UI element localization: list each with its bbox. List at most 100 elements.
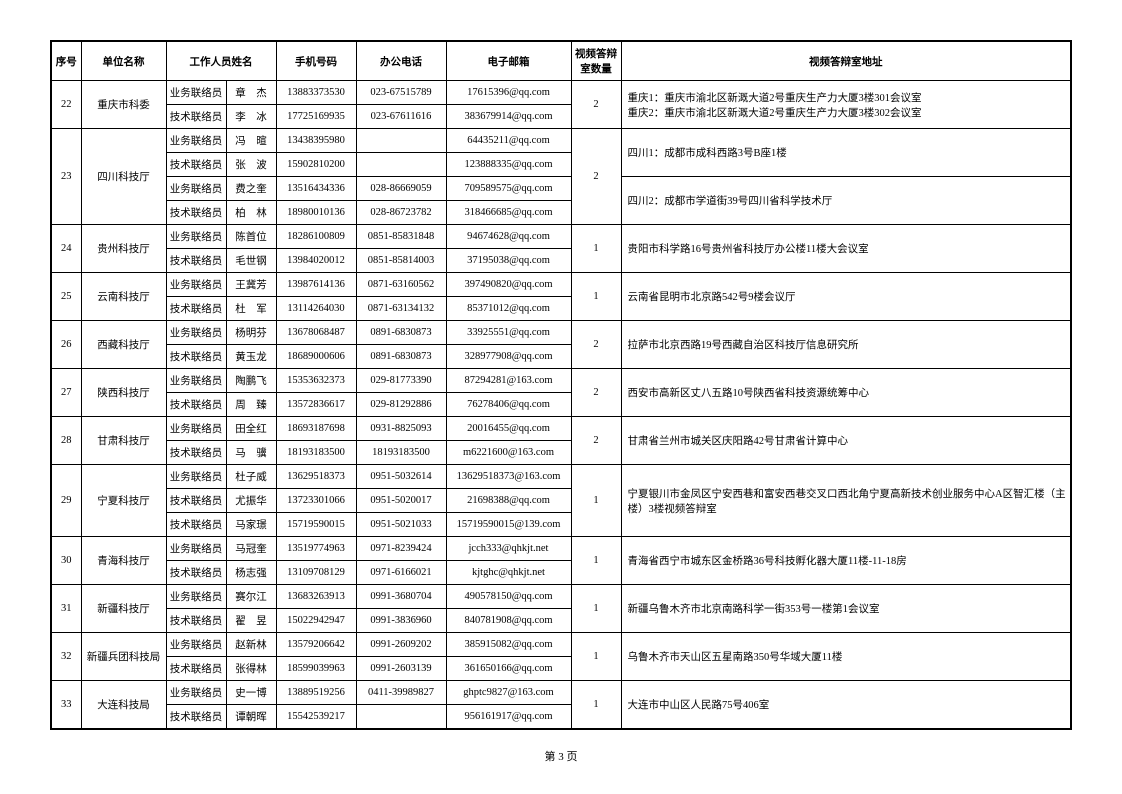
cell-seq: 29 [51, 465, 81, 537]
cell-mobile: 13678068487 [276, 321, 356, 345]
cell-office: 028-86723782 [356, 201, 446, 225]
cell-mobile: 15353632373 [276, 369, 356, 393]
cell-office: 0991-3680704 [356, 585, 446, 609]
cell-name: 马 骥 [226, 441, 276, 465]
cell-role: 技术联络员 [166, 345, 226, 369]
cell-mobile: 13516434336 [276, 177, 356, 201]
cell-role: 业务联络员 [166, 465, 226, 489]
cell-office: 0991-2609202 [356, 633, 446, 657]
cell-name: 陈首位 [226, 225, 276, 249]
cell-role: 业务联络员 [166, 681, 226, 705]
cell-mobile: 13519774963 [276, 537, 356, 561]
table-body: 22重庆市科委业务联络员章 杰13883373530023-6751578917… [51, 81, 1071, 730]
cell-email: 20016455@qq.com [446, 417, 571, 441]
cell-role: 业务联络员 [166, 537, 226, 561]
cell-seq: 32 [51, 633, 81, 681]
cell-name: 杜 军 [226, 297, 276, 321]
cell-seq: 28 [51, 417, 81, 465]
header-staff: 工作人员姓名 [166, 41, 276, 81]
cell-office: 0891-6830873 [356, 345, 446, 369]
page-footer: 第 3 页 [0, 748, 1122, 764]
cell-name: 杨明芬 [226, 321, 276, 345]
cell-addr: 贵阳市科学路16号贵州省科技厅办公楼11楼大会议室 [621, 225, 1071, 273]
cell-addr: 西安市高新区丈八五路10号陕西省科技资源统筹中心 [621, 369, 1071, 417]
cell-name: 陶鹏飞 [226, 369, 276, 393]
cell-email: 37195038@qq.com [446, 249, 571, 273]
cell-role: 技术联络员 [166, 705, 226, 730]
cell-email: ghptc9827@163.com [446, 681, 571, 705]
cell-mobile: 18980010136 [276, 201, 356, 225]
cell-count: 1 [571, 225, 621, 273]
cell-seq: 33 [51, 681, 81, 730]
table-row: 30青海科技厅业务联络员马冠奎135197749630971-8239424jc… [51, 537, 1071, 561]
cell-count: 1 [571, 273, 621, 321]
cell-role: 业务联络员 [166, 177, 226, 201]
cell-mobile: 18286100809 [276, 225, 356, 249]
cell-email: 76278406@qq.com [446, 393, 571, 417]
cell-email: 33925551@qq.com [446, 321, 571, 345]
cell-mobile: 13883373530 [276, 81, 356, 105]
cell-seq: 30 [51, 537, 81, 585]
cell-role: 技术联络员 [166, 441, 226, 465]
cell-seq: 26 [51, 321, 81, 369]
cell-mobile: 13683263913 [276, 585, 356, 609]
cell-office: 0991-2603139 [356, 657, 446, 681]
table-row: 31新疆科技厅业务联络员赛尔江136832639130991-368070449… [51, 585, 1071, 609]
cell-name: 马家璟 [226, 513, 276, 537]
cell-count: 1 [571, 585, 621, 633]
cell-email: 21698388@qq.com [446, 489, 571, 513]
cell-office: 0951-5021033 [356, 513, 446, 537]
cell-addr: 新疆乌鲁木齐市北京南路科学一街353号一楼第1会议室 [621, 585, 1071, 633]
cell-office [356, 129, 446, 153]
cell-addr: 宁夏银川市金凤区宁安西巷和富安西巷交叉口西北角宁夏高新技术创业服务中心A区智汇楼… [621, 465, 1071, 537]
cell-role: 业务联络员 [166, 585, 226, 609]
cell-mobile: 15022942947 [276, 609, 356, 633]
cell-office: 023-67611616 [356, 105, 446, 129]
cell-name: 章 杰 [226, 81, 276, 105]
cell-unit: 大连科技局 [81, 681, 166, 730]
cell-name: 赵新林 [226, 633, 276, 657]
cell-unit: 西藏科技厅 [81, 321, 166, 369]
cell-name: 冯 暄 [226, 129, 276, 153]
cell-count: 2 [571, 129, 621, 225]
cell-mobile: 18693187698 [276, 417, 356, 441]
cell-mobile: 13987614136 [276, 273, 356, 297]
cell-mobile: 13723301066 [276, 489, 356, 513]
cell-email: 383679914@qq.com [446, 105, 571, 129]
cell-count: 2 [571, 417, 621, 465]
cell-email: 85371012@qq.com [446, 297, 571, 321]
cell-name: 翟 昱 [226, 609, 276, 633]
table-row: 23四川科技厅业务联络员冯 暄1343839598064435211@qq.co… [51, 129, 1071, 153]
cell-count: 2 [571, 81, 621, 129]
table-row: 28甘肃科技厅业务联络员田全红186931876980931-882509320… [51, 417, 1071, 441]
cell-name: 赛尔江 [226, 585, 276, 609]
cell-role: 技术联络员 [166, 561, 226, 585]
cell-unit: 云南科技厅 [81, 273, 166, 321]
cell-unit: 宁夏科技厅 [81, 465, 166, 537]
cell-addr: 乌鲁木齐市天山区五星南路350号华域大厦11楼 [621, 633, 1071, 681]
cell-count: 1 [571, 681, 621, 730]
cell-role: 业务联络员 [166, 633, 226, 657]
cell-name: 费之奎 [226, 177, 276, 201]
cell-role: 业务联络员 [166, 129, 226, 153]
cell-role: 技术联络员 [166, 297, 226, 321]
cell-unit: 新疆兵团科技局 [81, 633, 166, 681]
header-email: 电子邮箱 [446, 41, 571, 81]
cell-mobile: 13572836617 [276, 393, 356, 417]
cell-role: 技术联络员 [166, 609, 226, 633]
cell-office: 028-86669059 [356, 177, 446, 201]
cell-mobile: 13109708129 [276, 561, 356, 585]
cell-role: 业务联络员 [166, 81, 226, 105]
cell-mobile: 18599039963 [276, 657, 356, 681]
cell-count: 1 [571, 465, 621, 537]
cell-unit: 新疆科技厅 [81, 585, 166, 633]
cell-name: 周 臻 [226, 393, 276, 417]
cell-seq: 23 [51, 129, 81, 225]
cell-email: 87294281@163.com [446, 369, 571, 393]
table-row: 33大连科技局业务联络员史一博138895192560411-39989827g… [51, 681, 1071, 705]
cell-addr: 四川1：成都市成科西路3号B座1楼 [621, 129, 1071, 177]
data-table: 序号 单位名称 工作人员姓名 手机号码 办公电话 电子邮箱 视频答辩室数量 视频… [50, 40, 1072, 730]
cell-office: 0971-6166021 [356, 561, 446, 585]
cell-role: 业务联络员 [166, 225, 226, 249]
cell-office: 0871-63160562 [356, 273, 446, 297]
